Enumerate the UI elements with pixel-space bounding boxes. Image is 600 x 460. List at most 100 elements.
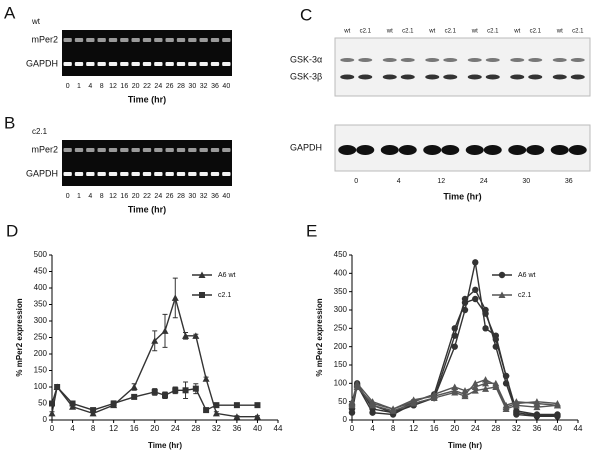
lane-label: wt bbox=[343, 29, 350, 35]
band bbox=[483, 145, 502, 155]
lane-label: 12 bbox=[109, 193, 117, 200]
band bbox=[86, 38, 95, 42]
lane-label: 28 bbox=[177, 83, 185, 90]
y-tick-label: 0 bbox=[43, 415, 48, 424]
marker bbox=[254, 402, 261, 409]
marker bbox=[69, 403, 77, 410]
band bbox=[63, 172, 72, 176]
marker bbox=[131, 393, 138, 400]
band bbox=[165, 62, 174, 66]
marker bbox=[151, 337, 159, 344]
marker bbox=[471, 383, 479, 390]
x-tick-label: 40 bbox=[553, 424, 562, 433]
band bbox=[358, 74, 373, 80]
lane-label: c2.1 bbox=[487, 29, 499, 35]
x-tick-label: 12 bbox=[409, 424, 418, 433]
marker bbox=[89, 409, 97, 417]
lane-label: c2.1 bbox=[530, 29, 542, 35]
x-tick-label: 16 bbox=[130, 424, 139, 433]
marker bbox=[198, 271, 206, 278]
marker bbox=[172, 387, 179, 394]
marker bbox=[151, 388, 158, 395]
marker bbox=[233, 402, 240, 409]
band bbox=[222, 148, 231, 152]
band bbox=[97, 62, 106, 66]
time-label: 0 bbox=[354, 178, 358, 185]
band bbox=[63, 38, 72, 42]
row-label: GAPDH bbox=[290, 142, 322, 152]
band bbox=[188, 148, 197, 152]
marker bbox=[171, 294, 179, 301]
marker bbox=[492, 336, 500, 343]
legend-label: A6 wt bbox=[518, 272, 536, 279]
lane-label: 30 bbox=[188, 83, 196, 90]
y-tick-label: 350 bbox=[334, 287, 348, 296]
band bbox=[154, 62, 163, 66]
marker bbox=[512, 400, 520, 407]
band bbox=[120, 62, 129, 66]
band bbox=[142, 38, 152, 42]
lane-label: 4 bbox=[88, 83, 92, 90]
band bbox=[443, 74, 458, 80]
lane-label: 26 bbox=[166, 193, 174, 200]
marker bbox=[492, 381, 500, 389]
x-tick-label: 8 bbox=[391, 424, 396, 433]
lane-label: 0 bbox=[66, 83, 70, 90]
band bbox=[528, 74, 543, 80]
lane-label: 32 bbox=[200, 83, 208, 90]
x-axis-label: Time (hr) bbox=[448, 441, 482, 450]
band bbox=[340, 74, 355, 80]
band bbox=[210, 38, 220, 42]
lane-label: 28 bbox=[177, 193, 185, 200]
marker bbox=[110, 400, 117, 407]
marker bbox=[498, 271, 506, 279]
time-label: 36 bbox=[565, 178, 573, 185]
band bbox=[340, 58, 355, 62]
marker bbox=[553, 400, 561, 407]
lane-label: c2.1 bbox=[402, 29, 414, 35]
band bbox=[176, 62, 186, 66]
x-tick-label: 4 bbox=[70, 424, 75, 433]
band bbox=[97, 148, 106, 152]
marker bbox=[498, 291, 506, 298]
panel-letter: E bbox=[306, 221, 317, 240]
x-tick-label: 32 bbox=[512, 424, 521, 433]
legend-label: A6 wt bbox=[218, 272, 236, 279]
y-tick-label: 150 bbox=[34, 366, 48, 375]
x-tick-label: 8 bbox=[91, 424, 96, 433]
lane-label: 26 bbox=[166, 83, 174, 90]
y-tick-label: 400 bbox=[334, 268, 348, 277]
marker bbox=[90, 407, 97, 414]
y-tick-label: 100 bbox=[334, 378, 348, 387]
band bbox=[485, 74, 500, 80]
marker bbox=[199, 292, 205, 298]
marker bbox=[513, 407, 520, 415]
y-tick-label: 300 bbox=[334, 305, 348, 314]
band bbox=[222, 38, 231, 42]
lane-label: 40 bbox=[222, 193, 230, 200]
marker bbox=[348, 409, 356, 416]
row-label: GSK-3α bbox=[290, 54, 322, 64]
lane-label: 12 bbox=[109, 83, 117, 90]
band bbox=[465, 145, 484, 155]
band bbox=[63, 148, 72, 152]
x-tick-label: 24 bbox=[171, 424, 180, 433]
x-tick-label: 12 bbox=[109, 424, 118, 433]
x-axis-label: Time (hr) bbox=[148, 441, 182, 450]
marker bbox=[451, 383, 459, 390]
marker bbox=[554, 411, 561, 418]
gel bbox=[62, 140, 232, 186]
lane-label: 4 bbox=[88, 193, 92, 200]
sample-label: c2.1 bbox=[32, 127, 48, 136]
band bbox=[97, 172, 106, 176]
x-tick-label: 20 bbox=[150, 424, 159, 433]
marker bbox=[482, 325, 489, 332]
lane-label: 16 bbox=[120, 83, 128, 90]
band bbox=[552, 74, 567, 80]
marker bbox=[212, 409, 220, 417]
marker bbox=[202, 375, 210, 382]
marker bbox=[233, 413, 241, 420]
x-tick-label: 32 bbox=[212, 424, 221, 433]
band bbox=[358, 58, 373, 62]
y-tick-label: 250 bbox=[34, 333, 48, 342]
